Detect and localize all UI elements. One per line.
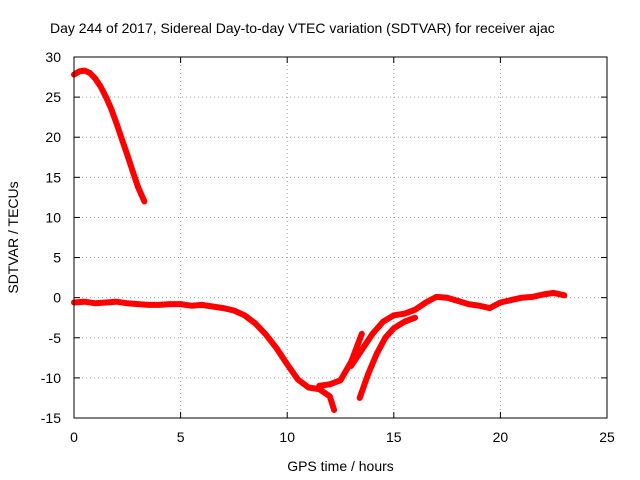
series-late-curve: [348, 289, 568, 369]
x-tick-label: 0: [70, 429, 78, 445]
y-axis-title: SDTVAR / TECUs: [5, 181, 21, 293]
series-main-curve: [71, 298, 338, 413]
x-tick-label: 10: [279, 429, 295, 445]
y-tick-label: 0: [53, 290, 61, 306]
y-tick-label: -15: [41, 410, 61, 426]
series-rising-branch-b: [356, 314, 419, 401]
x-tick-label: 5: [177, 429, 185, 445]
y-tick-label: 30: [45, 49, 61, 65]
y-tick-label: -10: [41, 370, 61, 386]
chart-title: Day 244 of 2017, Sidereal Day-to-day VTE…: [50, 20, 555, 36]
y-tick-label: 20: [45, 129, 61, 145]
x-tick-label: 25: [599, 429, 615, 445]
y-tick-label: 25: [45, 89, 61, 105]
y-tick-label: 5: [53, 250, 61, 266]
axis-ticks: 0 5 10 15 20 25 -15 -10 -5 0 5 10 15 20 25 30: [41, 49, 615, 445]
data-series: [71, 67, 568, 413]
y-tick-label: -5: [49, 330, 62, 346]
series-rising-branch-a: [316, 330, 365, 389]
series-early-high-segment: [71, 67, 148, 205]
plot-frame: [73, 56, 608, 419]
y-tick-label: 15: [45, 169, 61, 185]
grid: [74, 57, 607, 418]
x-axis-title: GPS time / hours: [287, 458, 394, 474]
y-tick-label: 10: [45, 209, 61, 225]
x-tick-label: 20: [493, 429, 509, 445]
x-tick-label: 15: [386, 429, 402, 445]
